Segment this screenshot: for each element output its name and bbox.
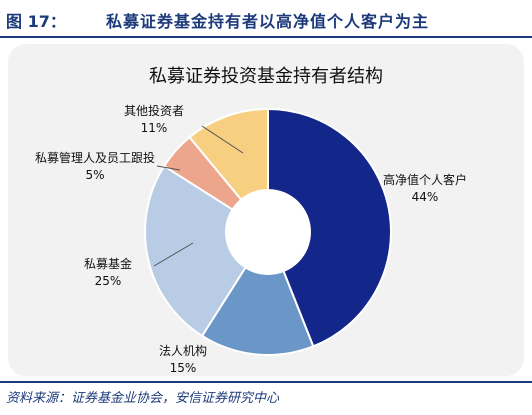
leader-line-manager-staff <box>156 165 181 171</box>
footer-rule <box>0 381 532 383</box>
slice-label-manager-staff: 私募管理人及员工跟投 <box>35 150 155 165</box>
leader-line-other-investors <box>201 125 244 154</box>
source-note: 资料来源：证券基金业协会，安信证券研究中心 <box>6 391 280 406</box>
slice-high-net-worth <box>267 107 392 348</box>
leader-line-private-fund <box>153 242 194 267</box>
figure-number: 图 17： <box>6 12 66 31</box>
slice-value-corporate-institution: 15% <box>170 361 197 375</box>
header-rule <box>0 36 532 38</box>
slice-value-private-fund: 25% <box>95 274 122 288</box>
slice-value-high-net-worth: 44% <box>412 190 439 204</box>
figure-header: 图 17： 私募证券基金持有者以高净值个人客户为主 <box>0 0 532 40</box>
slice-corporate-institution <box>200 229 315 356</box>
figure-title: 私募证券基金持有者以高净值个人客户为主 <box>106 12 430 31</box>
donut-hole <box>225 189 311 275</box>
slice-label-corporate-institution: 法人机构 <box>159 343 207 358</box>
slice-label-other-investors: 其他投资者 <box>124 103 184 118</box>
slice-value-other-investors: 11% <box>141 121 168 135</box>
slice-label-high-net-worth: 高净值个人客户 <box>383 172 467 187</box>
slice-label-private-fund: 私募基金 <box>84 256 132 271</box>
slice-private-fund <box>144 164 270 338</box>
chart-title: 私募证券投资基金持有者结构 <box>149 66 383 87</box>
slice-value-manager-staff: 5% <box>85 168 104 182</box>
